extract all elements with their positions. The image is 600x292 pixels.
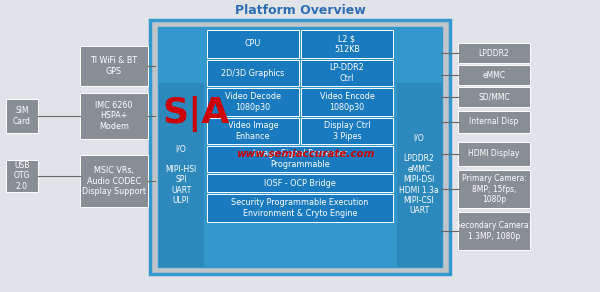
Bar bbox=[80, 93, 148, 139]
Bar bbox=[458, 65, 530, 85]
Bar bbox=[80, 155, 148, 207]
Text: LP-DDR2
Ctrl: LP-DDR2 Ctrl bbox=[329, 63, 364, 83]
Text: www.semiaccurate.com: www.semiaccurate.com bbox=[236, 149, 374, 159]
Text: TI WiFi & BT
GPS: TI WiFi & BT GPS bbox=[91, 56, 137, 76]
Bar bbox=[158, 27, 442, 267]
Bar bbox=[6, 99, 38, 133]
Text: Display Ctrl
3 Pipes: Display Ctrl 3 Pipes bbox=[324, 121, 370, 141]
Text: HDMI Display: HDMI Display bbox=[469, 150, 520, 159]
Bar bbox=[396, 82, 442, 267]
Text: Internal Disp: Internal Disp bbox=[469, 117, 518, 126]
Text: I/O

MIPI-HSI
SPI
UART
ULPI: I/O MIPI-HSI SPI UART ULPI bbox=[166, 144, 197, 205]
Text: I/O

LPDDR2
eMMC
MIPI-DSI
HDMI 1.3a
MIPI-CSI
UART: I/O LPDDR2 eMMC MIPI-DSI HDMI 1.3a MIPI-… bbox=[399, 134, 439, 215]
Text: Video Image
Enhance: Video Image Enhance bbox=[227, 121, 278, 141]
Text: IMC 6260
HSPA+
Modem: IMC 6260 HSPA+ Modem bbox=[95, 101, 133, 131]
Bar bbox=[207, 30, 299, 58]
Text: eMMC: eMMC bbox=[482, 70, 506, 79]
Bar bbox=[301, 118, 393, 144]
Text: MSIC VRs,
Audio CODEC
Display Support: MSIC VRs, Audio CODEC Display Support bbox=[82, 166, 146, 196]
Text: SD/MMC: SD/MMC bbox=[478, 93, 510, 102]
Text: Video Encode
1080p30: Video Encode 1080p30 bbox=[320, 92, 374, 112]
Text: LPDDR2: LPDDR2 bbox=[479, 48, 509, 58]
Bar bbox=[301, 60, 393, 86]
Text: 2D/3D Graphics: 2D/3D Graphics bbox=[221, 69, 284, 77]
Text: SIM
Card: SIM Card bbox=[13, 106, 31, 126]
Text: Secondary Camera:
1.3MP, 1080p: Secondary Camera: 1.3MP, 1080p bbox=[457, 221, 532, 241]
Bar bbox=[301, 30, 393, 58]
Text: Image Signal Processor
Programmable: Image Signal Processor Programmable bbox=[253, 149, 347, 169]
Bar bbox=[458, 87, 530, 107]
Bar bbox=[6, 160, 38, 192]
Bar bbox=[207, 146, 393, 172]
Text: Primary Camera:
8MP; 15fps,
1080p: Primary Camera: 8MP; 15fps, 1080p bbox=[461, 174, 526, 204]
Text: Platform Overview: Platform Overview bbox=[235, 4, 365, 17]
Bar bbox=[207, 174, 393, 192]
Bar bbox=[158, 82, 204, 267]
Text: Video Decode
1080p30: Video Decode 1080p30 bbox=[225, 92, 281, 112]
Bar bbox=[207, 60, 299, 86]
Text: USB
OTG
2.0: USB OTG 2.0 bbox=[14, 161, 30, 191]
Bar bbox=[207, 194, 393, 222]
Text: Security Programmable Execution
Environment & Cryto Engine: Security Programmable Execution Environm… bbox=[232, 198, 368, 218]
Bar bbox=[458, 212, 530, 250]
Text: IOSF - OCP Bridge: IOSF - OCP Bridge bbox=[264, 178, 336, 187]
Bar bbox=[458, 43, 530, 63]
Text: CPU: CPU bbox=[245, 39, 261, 48]
Bar bbox=[301, 88, 393, 116]
Text: L2 $
512KB: L2 $ 512KB bbox=[334, 34, 360, 54]
Bar bbox=[458, 111, 530, 133]
Bar bbox=[458, 170, 530, 208]
Bar bbox=[80, 46, 148, 86]
Bar bbox=[207, 118, 299, 144]
Text: S|A: S|A bbox=[163, 96, 230, 132]
Bar bbox=[150, 20, 450, 274]
Bar bbox=[207, 88, 299, 116]
Bar bbox=[458, 142, 530, 166]
